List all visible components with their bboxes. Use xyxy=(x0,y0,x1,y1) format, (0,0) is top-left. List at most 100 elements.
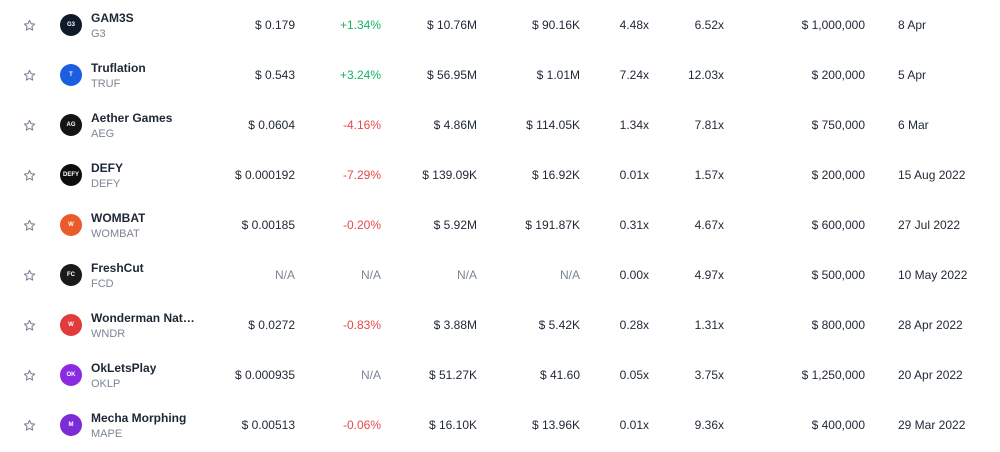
roi-current: 0.00x xyxy=(619,268,649,282)
project-name[interactable]: Aether Games xyxy=(91,110,173,125)
listing-date: 8 Apr xyxy=(898,18,927,32)
volume: $ 41.60 xyxy=(539,368,580,382)
price: $ 0.0272 xyxy=(248,318,295,332)
project-symbol: MAPE xyxy=(91,427,123,440)
price-change: -0.06% xyxy=(342,418,381,432)
roi-ath: 6.52x xyxy=(694,18,724,32)
project-logo: W xyxy=(60,200,82,250)
market-cap: $ 5.92M xyxy=(433,218,477,232)
logo-mark: W xyxy=(60,214,82,236)
market-cap: $ 56.95M xyxy=(426,68,477,82)
table-row[interactable]: FC FreshCut FCD N/A N/A N/A N/A 0.00x 4.… xyxy=(0,250,1000,300)
price-change: -0.83% xyxy=(342,318,381,332)
project-name[interactable]: WOMBAT xyxy=(91,210,146,225)
favorite-star-icon[interactable] xyxy=(20,350,38,400)
table-row[interactable]: OK OkLetsPlay OKLP $ 0.000935 N/A $ 51.2… xyxy=(0,350,1000,400)
price: $ 0.000192 xyxy=(234,168,295,182)
volume: $ 114.05K xyxy=(526,118,580,132)
favorite-star-icon[interactable] xyxy=(20,300,38,350)
logo-mark: G3 xyxy=(60,14,82,36)
listing-date: 27 Jul 2022 xyxy=(898,218,961,232)
project-name[interactable]: Wonderman Nation xyxy=(91,310,195,325)
favorite-star-icon[interactable] xyxy=(20,150,38,200)
favorite-star-icon[interactable] xyxy=(20,100,38,150)
price-change: +3.24% xyxy=(339,68,381,82)
project-name-cell: OkLetsPlay OKLP xyxy=(91,350,201,400)
table-row[interactable]: W Wonderman Nation WNDR $ 0.0272 -0.83% … xyxy=(0,300,1000,350)
price: N/A xyxy=(274,268,295,282)
project-name-cell: Aether Games AEG xyxy=(91,100,201,150)
listing-date: 5 Apr xyxy=(898,68,927,82)
project-name[interactable]: Mecha Morphing xyxy=(91,410,187,425)
volume: $ 5.42K xyxy=(538,318,580,332)
roi-current: 0.28x xyxy=(619,318,649,332)
project-symbol: AEG xyxy=(91,127,115,140)
logo-mark: T xyxy=(60,64,82,86)
roi-current: 7.24x xyxy=(619,68,649,82)
project-symbol: TRUF xyxy=(91,77,121,90)
price: $ 0.00513 xyxy=(241,418,295,432)
logo-mark: DEFY xyxy=(60,164,82,186)
roi-ath: 4.97x xyxy=(694,268,724,282)
logo-mark: FC xyxy=(60,264,82,286)
volume: $ 191.87K xyxy=(525,218,580,232)
favorite-star-icon[interactable] xyxy=(20,50,38,100)
volume: $ 16.92K xyxy=(531,168,580,182)
market-cap: $ 10.76M xyxy=(426,18,477,32)
project-name[interactable]: FreshCut xyxy=(91,260,144,275)
project-symbol: OKLP xyxy=(91,377,121,390)
favorite-star-icon[interactable] xyxy=(20,400,38,450)
table-row[interactable]: DEFY DEFY DEFY $ 0.000192 -7.29% $ 139.0… xyxy=(0,150,1000,200)
price: $ 0.179 xyxy=(254,18,295,32)
raise-amount: $ 750,000 xyxy=(811,118,865,132)
project-logo: T xyxy=(60,50,82,100)
table-row[interactable]: W WOMBAT WOMBAT $ 0.00185 -0.20% $ 5.92M… xyxy=(0,200,1000,250)
project-name-cell: FreshCut FCD xyxy=(91,250,201,300)
roi-ath: 1.31x xyxy=(694,318,724,332)
project-logo: OK xyxy=(60,350,82,400)
project-name-cell: WOMBAT WOMBAT xyxy=(91,200,201,250)
project-name-cell: DEFY DEFY xyxy=(91,150,201,200)
project-name-cell: Mecha Morphing MAPE xyxy=(91,400,201,450)
roi-current: 0.01x xyxy=(619,418,649,432)
favorite-star-icon[interactable] xyxy=(20,250,38,300)
project-symbol: DEFY xyxy=(91,177,121,190)
roi-ath: 1.57x xyxy=(694,168,724,182)
project-name[interactable]: OkLetsPlay xyxy=(91,360,157,375)
market-cap: $ 16.10K xyxy=(428,418,477,432)
market-cap: $ 3.88M xyxy=(433,318,477,332)
listing-date: 6 Mar xyxy=(898,118,929,132)
project-name[interactable]: Truflation xyxy=(91,60,146,75)
roi-ath: 9.36x xyxy=(694,418,724,432)
market-cap: N/A xyxy=(456,268,477,282)
raise-amount: $ 400,000 xyxy=(811,418,865,432)
project-logo: M xyxy=(60,400,82,450)
project-name[interactable]: DEFY xyxy=(91,160,124,175)
price-change: -7.29% xyxy=(342,168,381,182)
logo-mark: W xyxy=(60,314,82,336)
volume: $ 13.96K xyxy=(531,418,580,432)
raise-amount: $ 800,000 xyxy=(811,318,865,332)
table-row[interactable]: AG Aether Games AEG $ 0.0604 -4.16% $ 4.… xyxy=(0,100,1000,150)
roi-ath: 12.03x xyxy=(687,68,724,82)
project-name[interactable]: GAM3S xyxy=(91,10,134,25)
price: $ 0.000935 xyxy=(234,368,295,382)
volume: $ 90.16K xyxy=(531,18,580,32)
roi-current: 1.34x xyxy=(619,118,649,132)
favorite-star-icon[interactable] xyxy=(20,0,38,50)
market-cap: $ 139.09K xyxy=(422,168,477,182)
raise-amount: $ 1,250,000 xyxy=(801,368,865,382)
price: $ 0.00185 xyxy=(241,218,295,232)
listing-date: 10 May 2022 xyxy=(898,268,968,282)
favorite-star-icon[interactable] xyxy=(20,200,38,250)
price-change: N/A xyxy=(360,368,381,382)
table-row[interactable]: G3 GAM3S G3 $ 0.179 +1.34% $ 10.76M $ 90… xyxy=(0,0,1000,50)
table-row[interactable]: M Mecha Morphing MAPE $ 0.00513 -0.06% $… xyxy=(0,400,1000,450)
roi-current: 0.01x xyxy=(619,168,649,182)
project-symbol: FCD xyxy=(91,277,114,290)
listing-date: 29 Mar 2022 xyxy=(898,418,966,432)
listing-date: 28 Apr 2022 xyxy=(898,318,963,332)
table-row[interactable]: T Truflation TRUF $ 0.543 +3.24% $ 56.95… xyxy=(0,50,1000,100)
price-change: -0.20% xyxy=(342,218,381,232)
